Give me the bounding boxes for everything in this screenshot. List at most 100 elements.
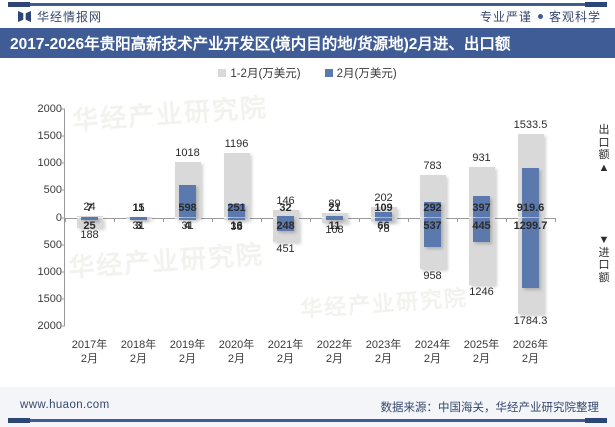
label-jan-feb-import: 38 <box>230 220 243 233</box>
label-jan-feb-export: 931 <box>472 151 491 164</box>
slogan-left: 专业严谨 <box>479 10 532 24</box>
bar-feb-export[interactable] <box>522 167 539 218</box>
x-axis-label: 2017年 2月 <box>72 338 107 366</box>
y-axis-tick-mark <box>60 162 65 164</box>
x-axis-tick-mark <box>506 217 507 222</box>
label-jan-feb-import: 451 <box>276 242 295 255</box>
label-jan-feb-export: 15 <box>132 201 145 214</box>
x-axis-tick-mark <box>163 217 164 222</box>
y-axis-tick-label: 1500 <box>37 292 62 305</box>
y-axis-tick-mark <box>60 325 65 327</box>
x-axis-label-month: 2月 <box>129 353 148 365</box>
label-feb-import: 445 <box>472 219 491 232</box>
bar-feb-import[interactable] <box>130 217 147 220</box>
y-axis-tick-mark <box>60 189 65 191</box>
bar-feb-import[interactable] <box>277 217 294 231</box>
x-axis-label-year: 2017年 <box>71 339 108 351</box>
y-axis-tick-label: 0 <box>55 211 62 224</box>
bar-feb-export[interactable] <box>179 185 196 218</box>
import-note-char-0: 进 <box>598 246 610 259</box>
bar-feb-import[interactable] <box>473 217 490 242</box>
x-axis-label-year: 2024年 <box>414 339 451 351</box>
x-axis-tick-mark <box>555 217 556 222</box>
footer-source: 数据来源：中国海关，华经产业研究院整理 <box>380 402 600 414</box>
x-axis-label-year: 2023年 <box>365 339 402 351</box>
label-jan-feb-import: 108 <box>325 224 344 237</box>
bar-jan-feb-export[interactable] <box>76 216 103 218</box>
x-axis-label-month: 2月 <box>325 353 344 365</box>
brand-name: 华经情报网 <box>37 10 103 24</box>
x-axis-label: 2018年 2月 <box>121 338 156 366</box>
y-axis-tick-label: 1500 <box>37 130 62 143</box>
label-jan-feb-export: 1018 <box>175 147 200 160</box>
bar-feb-import[interactable] <box>228 217 245 220</box>
label-jan-feb-import: 31 <box>132 220 145 233</box>
brand: 华经情报网 <box>18 8 102 25</box>
label-feb-import: 3 <box>135 219 142 232</box>
export-note-char-0: 出 <box>598 124 610 136</box>
x-axis-label-year: 2025年 <box>463 339 500 351</box>
x-axis-label: 2026年 2月 <box>513 338 548 366</box>
label-feb-import: 537 <box>423 219 442 232</box>
footer-url[interactable]: www.huaon.com <box>20 399 110 411</box>
bar-jan-feb-import[interactable] <box>76 217 103 228</box>
label-feb-import: 248 <box>276 219 295 232</box>
bar-feb-import[interactable] <box>326 217 343 220</box>
bar-feb-import[interactable] <box>179 217 196 220</box>
bar-feb-import[interactable] <box>375 217 392 222</box>
chart-area: 华经产业研究院 华经产业研究院 华经产业研究院 24 7 25 188 15 11 3 31 1… <box>0 86 615 386</box>
x-axis-label-year: 2018年 <box>120 339 157 351</box>
label-jan-feb-export: 146 <box>276 194 295 207</box>
label-feb-export: 397 <box>472 202 491 214</box>
export-note-char-1: 口 <box>598 136 610 149</box>
legend-item-1[interactable]: 2月(万美元) <box>324 65 397 81</box>
x-axis-tick-mark <box>212 217 213 222</box>
bar-feb-import[interactable] <box>81 217 98 220</box>
bar-jan-feb-export[interactable] <box>321 212 348 218</box>
import-note-char-2: 额 <box>598 271 610 284</box>
bar-feb-export[interactable] <box>277 215 294 218</box>
slogan-right: 客观科学 <box>548 10 601 24</box>
label-feb-export: 919.6 <box>516 202 545 214</box>
y-axis-tick-mark <box>60 135 65 137</box>
label-feb-export: 32 <box>279 202 292 214</box>
import-axis-note: ▼ 进 口 额 <box>597 234 611 284</box>
label-jan-feb-export: 202 <box>374 191 393 204</box>
label-feb-import: 66 <box>377 219 390 232</box>
bar-feb-export[interactable] <box>326 216 343 219</box>
label-feb-import: 16 <box>230 219 243 232</box>
label-jan-feb-import: 1246 <box>469 286 494 299</box>
x-axis-label: 2020年 2月 <box>219 338 254 366</box>
label-feb-export: 11 <box>132 202 145 214</box>
bar-feb-export[interactable] <box>473 195 490 218</box>
x-axis-label-month: 2月 <box>276 353 295 365</box>
slogan-dot-icon <box>537 14 543 19</box>
bar-feb-export[interactable] <box>424 201 441 218</box>
legend-item-0[interactable]: 1-2月(万美元) <box>218 65 301 81</box>
x-axis-label-year: 2020年 <box>218 339 255 351</box>
x-axis-labels: 2017年 2月 2018年 2月 2019年 2月 2020年 2月 2021年 2月 2022年… <box>65 338 555 378</box>
footer-divider-rule <box>8 418 607 423</box>
label-jan-feb-import: 31 <box>181 220 194 233</box>
y-axis-tick-mark <box>60 244 65 246</box>
x-axis-label-month: 2月 <box>227 353 246 365</box>
bar-feb-export[interactable] <box>375 211 392 218</box>
import-down-arrow-icon: ▼ <box>598 234 610 246</box>
label-jan-feb-import: 188 <box>80 228 99 241</box>
y-axis-tick-label: 500 <box>43 238 62 251</box>
plot-area: 24 7 25 188 15 11 3 31 1018 598 4 31 1196 251 16 38 146 3… <box>65 109 556 327</box>
bar-feb-import[interactable] <box>424 217 441 247</box>
bar-jan-feb-import[interactable] <box>321 217 348 224</box>
x-axis-label: 2024年 2月 <box>415 338 450 366</box>
x-axis-tick-mark <box>457 217 458 222</box>
bar-jan-feb-export[interactable] <box>272 209 299 218</box>
x-axis-label: 2021年 2月 <box>268 338 303 366</box>
bar-feb-import[interactable] <box>522 217 539 288</box>
legend-swatch-1 <box>324 69 333 77</box>
x-axis-tick-mark <box>359 217 360 222</box>
y-axis-tick-label: 2000 <box>37 320 62 332</box>
label-feb-import: 11 <box>328 219 341 232</box>
bar-feb-export[interactable] <box>228 203 245 218</box>
label-jan-feb-export: 89 <box>328 197 341 210</box>
label-jan-feb-export: 783 <box>423 160 442 173</box>
